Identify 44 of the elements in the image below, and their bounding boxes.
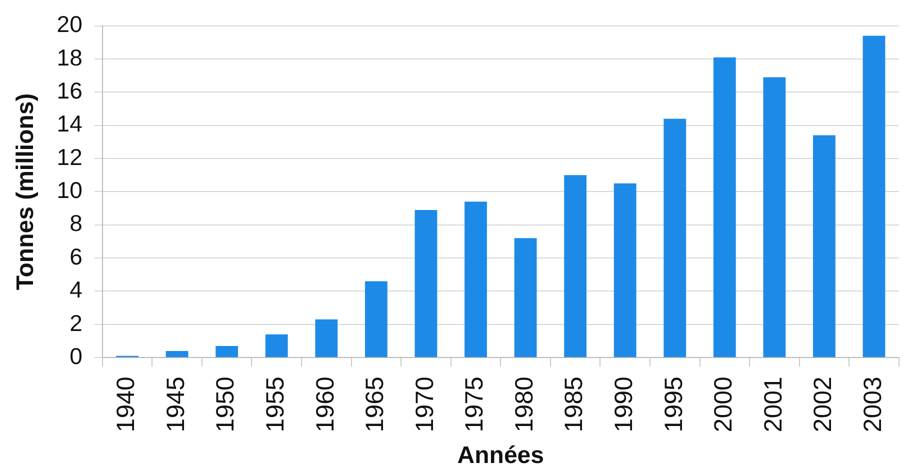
y-tick-label: 10 [56,177,82,204]
bar [364,281,388,358]
bar [315,319,338,358]
y-axis-title: Tonnes (millions) [12,93,40,290]
x-tick-label: 1995 [660,376,688,432]
bar [464,202,487,358]
x-tick-label: 2001 [759,376,788,432]
y-tick-label: 12 [56,144,82,170]
x-tick-label: 1990 [610,376,638,432]
bar [862,36,886,358]
y-tick-label: 6 [70,243,82,270]
x-tick-label: 2003 [858,376,887,432]
x-tick-label: 1960 [311,376,340,432]
y-tick-label: 18 [56,44,82,70]
x-tick-label: 1950 [212,376,240,432]
x-tick-label: 1955 [262,376,290,432]
x-tick-label: 2000 [710,376,738,432]
bar [166,350,188,358]
x-tick-label: 1980 [510,376,538,432]
x-tick-label: 1985 [560,376,588,432]
y-tick-label: 14 [56,110,83,137]
x-tick-label: 1970 [410,376,439,432]
x-tick-label: 1965 [361,376,390,432]
y-tick-label: 2 [70,310,82,336]
bar [813,135,836,358]
y-tick-label: 0 [70,342,82,369]
bar [713,57,736,358]
bar [514,238,537,358]
y-tick-label: 4 [70,276,83,303]
bar [265,334,288,358]
x-tick-label: 1975 [460,376,489,432]
bar [414,210,438,358]
bar [216,346,238,358]
y-tick-label: 16 [56,78,82,104]
y-tick-label: 20 [56,11,82,38]
bar [763,77,786,358]
y-tick-label: 8 [70,210,82,236]
bar [614,183,636,358]
bar [564,175,587,358]
x-tick-label: 2002 [809,376,838,432]
bar [664,118,686,358]
x-tick-label: 1940 [112,376,140,432]
x-tick-label: 1945 [162,376,190,432]
x-axis-title: Années [457,442,544,470]
